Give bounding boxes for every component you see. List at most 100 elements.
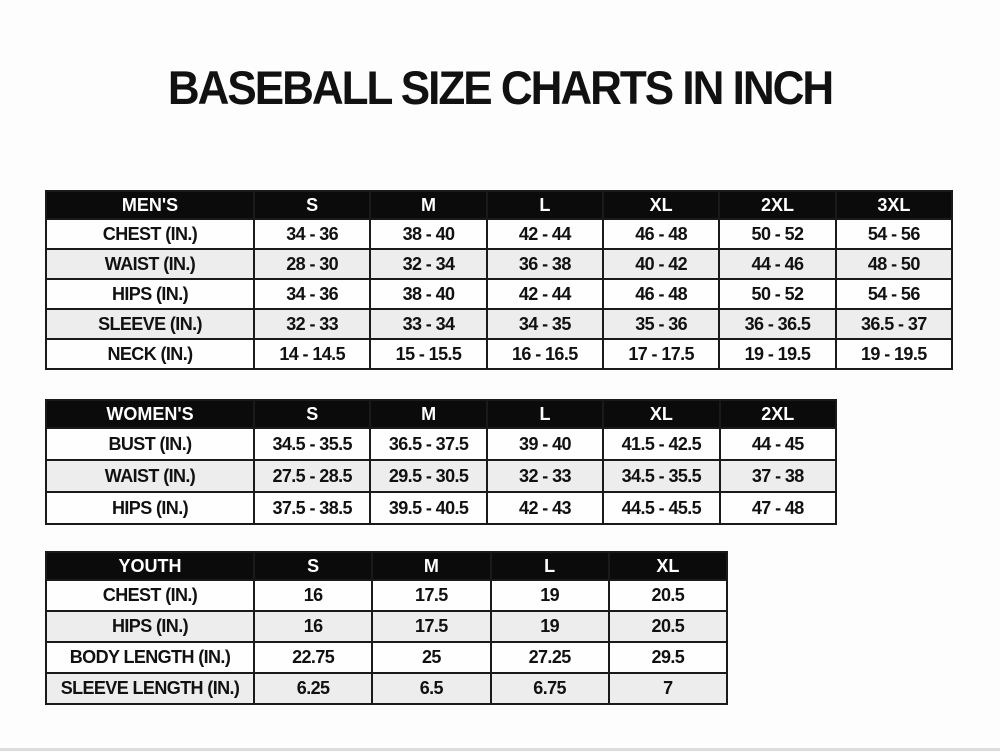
page-title: BASEBALL SIZE CHARTS IN INCH [167,62,834,115]
size-cell: 44 - 45 [718,427,838,461]
size-cell: 36.5 - 37.5 [369,427,488,461]
column-header: XL [601,190,721,220]
size-cell: 40 - 42 [601,248,721,280]
size-cell: 25 [371,641,492,674]
size-cell: 36 - 38 [485,248,604,280]
size-cell: 37.5 - 38.5 [252,491,372,525]
column-header: L [485,399,605,429]
size-cell: 42 - 44 [485,278,604,310]
table-row: WAIST (IN.) 27.5 - 28.5 29.5 - 30.5 32 - 33… [45,459,838,493]
size-cell: 34.5 - 35.5 [602,459,721,493]
row-label: NECK (IN.) [45,338,255,370]
column-header: 2XL [718,399,838,429]
size-cell: 39.5 - 40.5 [369,491,488,525]
size-cell: 36.5 - 37 [834,308,954,340]
header-row: YOUTH S M L XL [45,551,729,581]
size-cell: 17.5 [371,579,492,612]
table-row: HIPS (IN.) 37.5 - 38.5 39.5 - 40.5 42 - 43 4… [45,491,838,525]
column-header: M [369,190,488,220]
size-cell: 44 - 46 [718,248,837,280]
row-label: CHEST (IN.) [45,218,255,250]
size-cell: 7 [607,672,729,705]
size-cell: 29.5 - 30.5 [369,459,488,493]
photo-bottom-edge [0,748,1000,751]
table-row: WAIST (IN.) 28 - 30 32 - 34 36 - 38 40 - 42 4… [45,248,954,280]
size-cell: 19 [489,610,610,643]
row-label: HIPS (IN.) [45,491,255,525]
size-cell: 19 - 19.5 [834,338,954,370]
row-label: SLEEVE LENGTH (IN.) [45,672,255,705]
size-cell: 6.75 [489,672,610,705]
size-cell: 42 - 44 [485,218,604,250]
row-label: BUST (IN.) [45,427,255,461]
header-row: WOMEN'S S M L XL 2XL [45,399,838,429]
size-cell: 36 - 36.5 [718,308,837,340]
size-cell: 34 - 35 [485,308,604,340]
column-header: XL [602,399,721,429]
column-header: L [485,190,604,220]
size-cell: 17 - 17.5 [601,338,721,370]
size-cell: 50 - 52 [718,218,837,250]
table-row: CHEST (IN.) 16 17.5 19 20.5 [45,579,729,612]
size-cell: 46 - 48 [601,218,721,250]
size-cell: 38 - 40 [369,218,488,250]
size-cell: 32 - 33 [485,459,605,493]
size-cell: 44.5 - 45.5 [602,491,721,525]
size-cell: 27.25 [489,641,610,674]
table-row: SLEEVE (IN.) 32 - 33 33 - 34 34 - 35 35 - 36… [45,308,954,340]
table-row: NECK (IN.) 14 - 14.5 15 - 15.5 16 - 16.5 17 … [45,338,954,370]
size-cell: 39 - 40 [485,427,605,461]
size-cell: 19 [489,579,610,612]
size-cell: 20.5 [607,610,729,643]
row-label: BODY LENGTH (IN.) [45,641,255,674]
size-cell: 35 - 36 [601,308,721,340]
column-header: L [489,551,610,581]
size-cell: 16 - 16.5 [485,338,604,370]
column-header: XL [607,551,729,581]
row-label: WAIST (IN.) [45,248,255,280]
table-title-cell: YOUTH [45,551,255,581]
table-title-cell: WOMEN'S [45,399,255,429]
size-cell: 15 - 15.5 [369,338,488,370]
size-cell: 42 - 43 [485,491,605,525]
table-row: SLEEVE LENGTH (IN.) 6.25 6.5 6.75 7 [45,672,729,705]
size-cell: 34 - 36 [252,218,372,250]
size-cell: 32 - 34 [369,248,488,280]
size-cell: 50 - 52 [718,278,837,310]
size-cell: 28 - 30 [252,248,372,280]
column-header: 3XL [834,190,954,220]
size-cell: 17.5 [371,610,492,643]
table-row: CHEST (IN.) 34 - 36 38 - 40 42 - 44 46 - 48 5… [45,218,954,250]
header-row: MEN'S S M L XL 2XL 3XL [45,190,954,220]
table-row: HIPS (IN.) 16 17.5 19 20.5 [45,610,729,643]
size-cell: 41.5 - 42.5 [602,427,721,461]
size-cell: 37 - 38 [718,459,838,493]
size-cell: 54 - 56 [834,218,954,250]
size-cell: 6.25 [252,672,374,705]
size-cell: 16 [252,610,374,643]
size-cell: 22.75 [252,641,374,674]
row-label: CHEST (IN.) [45,579,255,612]
size-cell: 47 - 48 [718,491,838,525]
size-cell: 27.5 - 28.5 [252,459,372,493]
size-cell: 38 - 40 [369,278,488,310]
table-row: BODY LENGTH (IN.) 22.75 25 27.25 29.5 [45,641,729,674]
size-cell: 34.5 - 35.5 [252,427,372,461]
column-header: M [371,551,492,581]
size-cell: 14 - 14.5 [252,338,372,370]
column-header: S [252,551,374,581]
size-cell: 20.5 [607,579,729,612]
size-cell: 29.5 [607,641,729,674]
size-cell: 48 - 50 [834,248,954,280]
column-header: M [369,399,488,429]
row-label: WAIST (IN.) [45,459,255,493]
table-row: BUST (IN.) 34.5 - 35.5 36.5 - 37.5 39 - 40 4… [45,427,838,461]
size-cell: 33 - 34 [369,308,488,340]
mens-size-table: MEN'S S M L XL 2XL 3XL CHEST (IN.) 34 - 36 38 - 4… [45,190,954,370]
size-cell: 6.5 [371,672,492,705]
table-row: HIPS (IN.) 34 - 36 38 - 40 42 - 44 46 - 48 50… [45,278,954,310]
size-cell: 16 [252,579,374,612]
size-cell: 34 - 36 [252,278,372,310]
column-header: S [252,399,372,429]
